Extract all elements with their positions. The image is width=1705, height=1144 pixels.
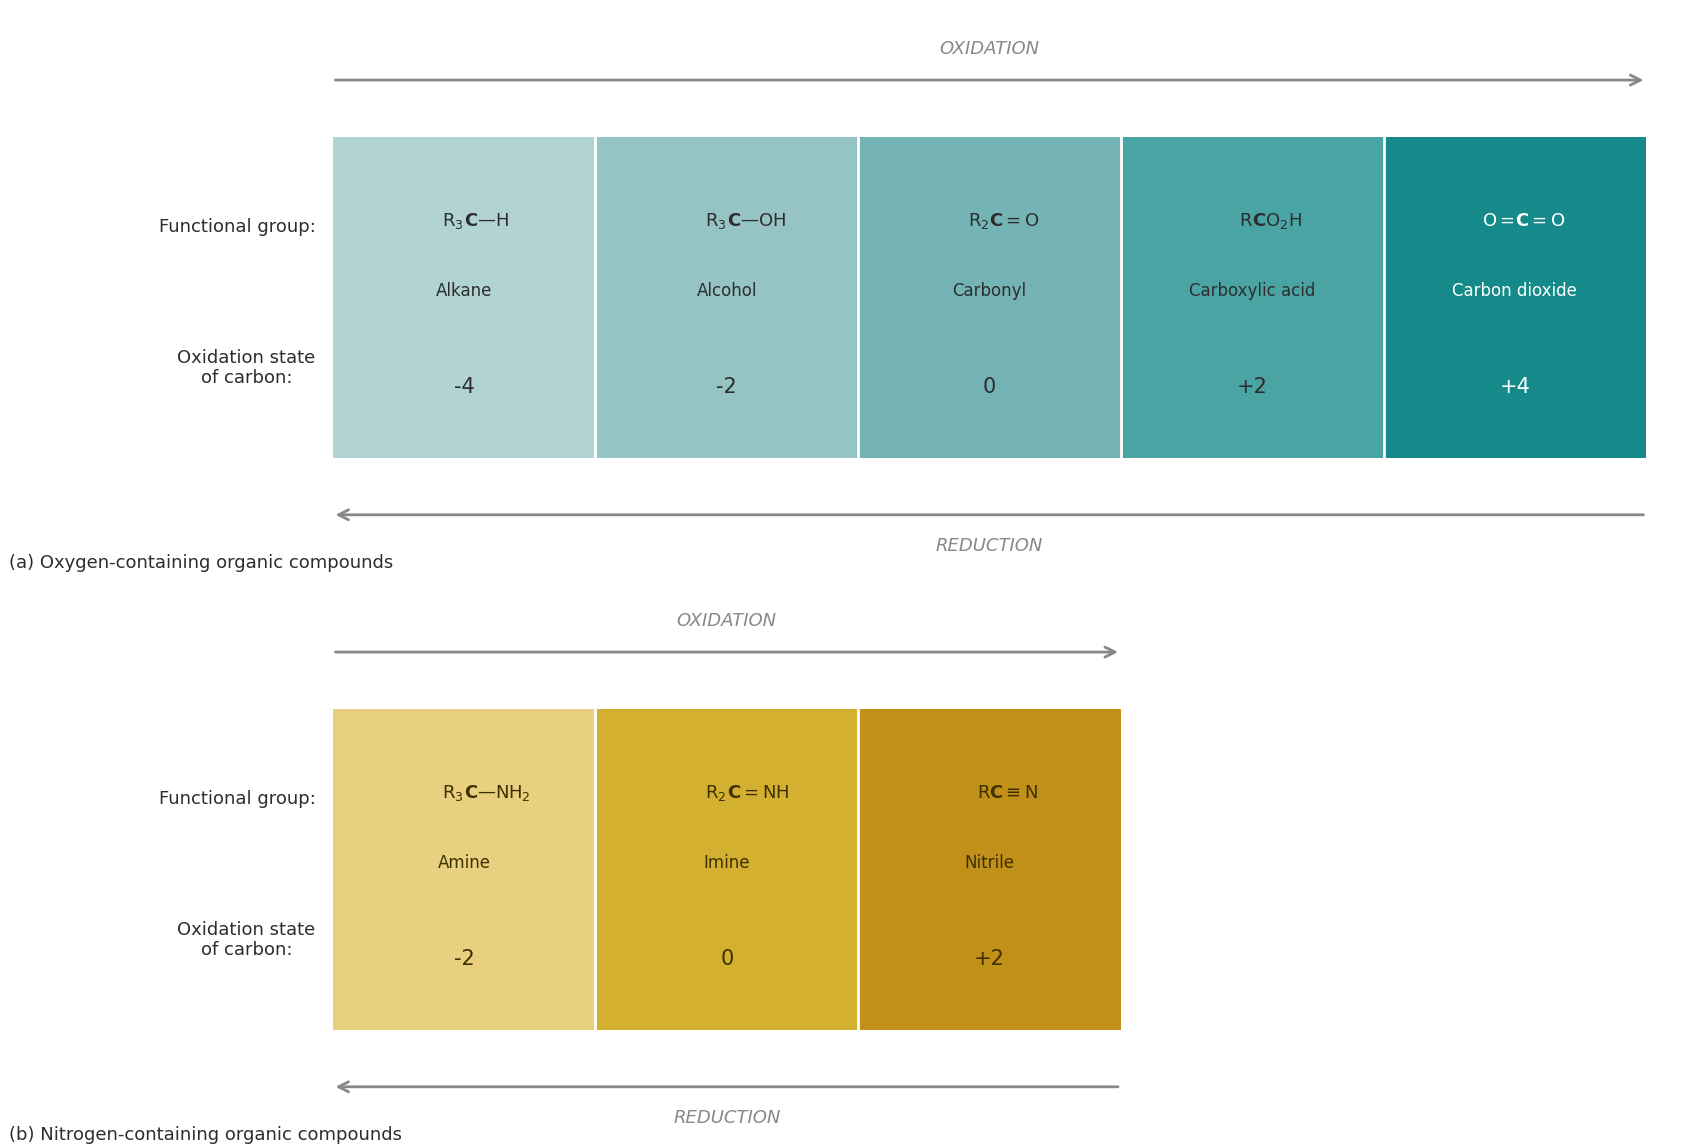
Text: Oxidation state
of carbon:: Oxidation state of carbon: bbox=[177, 349, 315, 388]
Text: -2: -2 bbox=[716, 378, 737, 397]
Text: OXIDATION: OXIDATION bbox=[677, 612, 776, 629]
Text: +2: +2 bbox=[1236, 378, 1267, 397]
Text: R: R bbox=[1240, 212, 1251, 230]
Bar bbox=[1383, 137, 1645, 458]
Text: REDUCTION: REDUCTION bbox=[936, 538, 1042, 555]
Text: Nitrile: Nitrile bbox=[963, 855, 1014, 872]
Text: 0: 0 bbox=[720, 950, 733, 969]
Text: $\mathbf{C}$—NH$_2$: $\mathbf{C}$—NH$_2$ bbox=[464, 782, 530, 803]
Text: -2: -2 bbox=[454, 950, 474, 969]
Text: Carboxylic acid: Carboxylic acid bbox=[1188, 283, 1315, 300]
Text: Imine: Imine bbox=[702, 855, 750, 872]
Text: (b) Nitrogen-containing organic compounds: (b) Nitrogen-containing organic compound… bbox=[9, 1126, 401, 1144]
Bar bbox=[595, 137, 858, 458]
Text: Carbon dioxide: Carbon dioxide bbox=[1451, 283, 1577, 300]
Bar bbox=[858, 709, 1120, 1030]
Text: $\mathbf{C}$$=$O: $\mathbf{C}$$=$O bbox=[1514, 212, 1565, 230]
Text: Alkane: Alkane bbox=[435, 283, 493, 300]
Text: Oxidation state
of carbon:: Oxidation state of carbon: bbox=[177, 921, 315, 960]
Text: +2: +2 bbox=[974, 950, 1004, 969]
Bar bbox=[595, 709, 858, 1030]
Text: R$_2$: R$_2$ bbox=[967, 210, 989, 231]
Text: $\mathbf{C}$—H: $\mathbf{C}$—H bbox=[464, 212, 508, 230]
Text: R$_3$: R$_3$ bbox=[704, 210, 726, 231]
Text: R$_2$: R$_2$ bbox=[704, 782, 726, 803]
Text: Carbonyl: Carbonyl bbox=[951, 283, 1026, 300]
Text: Alcohol: Alcohol bbox=[696, 283, 757, 300]
Bar bbox=[858, 137, 1120, 458]
Text: 0: 0 bbox=[982, 378, 996, 397]
Text: R$_3$: R$_3$ bbox=[442, 210, 464, 231]
Bar bbox=[332, 709, 595, 1030]
Text: OXIDATION: OXIDATION bbox=[939, 40, 1038, 57]
Text: $\mathbf{C}$$=$NH: $\mathbf{C}$$=$NH bbox=[726, 784, 788, 802]
Text: Amine: Amine bbox=[436, 855, 491, 872]
Bar bbox=[332, 137, 595, 458]
Text: Functional group:: Functional group: bbox=[159, 791, 315, 808]
Text: Functional group:: Functional group: bbox=[159, 219, 315, 236]
Text: R$_3$: R$_3$ bbox=[442, 782, 464, 803]
Text: (a) Oxygen-containing organic compounds: (a) Oxygen-containing organic compounds bbox=[9, 554, 392, 572]
Text: O$=$: O$=$ bbox=[1482, 212, 1514, 230]
Bar bbox=[1120, 137, 1383, 458]
Text: $\mathbf{C}$$\equiv$N: $\mathbf{C}$$\equiv$N bbox=[989, 784, 1038, 802]
Text: REDUCTION: REDUCTION bbox=[673, 1110, 779, 1127]
Text: $\mathbf{C}$$=$O: $\mathbf{C}$$=$O bbox=[989, 212, 1040, 230]
Text: $\mathbf{C}$O$_2$H: $\mathbf{C}$O$_2$H bbox=[1251, 210, 1301, 231]
Text: -4: -4 bbox=[454, 378, 474, 397]
Text: R: R bbox=[977, 784, 989, 802]
Text: +4: +4 bbox=[1499, 378, 1529, 397]
Text: $\mathbf{C}$—OH: $\mathbf{C}$—OH bbox=[726, 212, 786, 230]
